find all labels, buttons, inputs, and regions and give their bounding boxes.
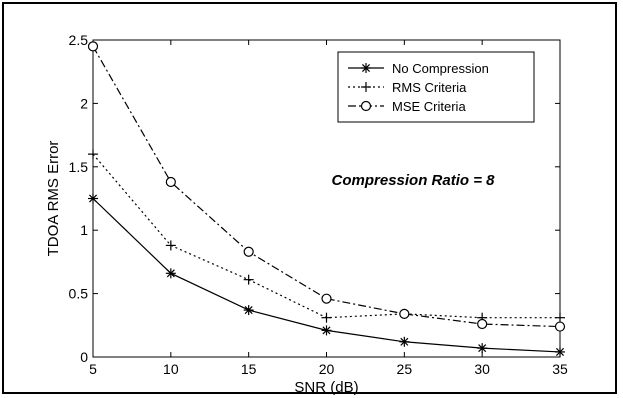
- data-point: [165, 240, 176, 251]
- legend-label: RMS Criteria: [392, 80, 467, 95]
- asterisk-stroke: [244, 306, 253, 315]
- data-point: [360, 100, 372, 112]
- series-mse-criteria: [87, 41, 566, 332]
- x-tick-label: 10: [163, 361, 179, 377]
- y-tick-label: 0.5: [69, 286, 89, 302]
- legend-entry: RMS Criteria: [348, 80, 467, 95]
- data-point: [321, 325, 332, 336]
- x-tick-label: 25: [397, 361, 413, 377]
- x-tick-label: 20: [319, 361, 335, 377]
- asterisk-stroke: [361, 63, 371, 73]
- legend-entry: MSE Criteria: [348, 99, 466, 114]
- data-point: [88, 193, 98, 204]
- compression-ratio-annotation: Compression Ratio = 8: [332, 172, 496, 189]
- legend-label: No Compression: [392, 61, 489, 76]
- data-point: [87, 41, 99, 52]
- data-point: [555, 346, 565, 357]
- data-point: [477, 318, 488, 330]
- data-point: [361, 63, 371, 73]
- asterisk-stroke: [478, 344, 487, 353]
- legend-label: MSE Criteria: [392, 99, 466, 114]
- data-point: [88, 149, 98, 160]
- data-point: [321, 293, 332, 304]
- data-point: [399, 336, 410, 347]
- x-tick-label: 30: [474, 361, 490, 377]
- series-rms-criteria: [88, 149, 565, 323]
- data-point: [361, 82, 371, 92]
- data-point: [477, 343, 488, 354]
- x-tick-label: 35: [552, 361, 568, 377]
- data-point: [554, 321, 566, 332]
- data-point: [243, 246, 254, 257]
- y-tick-label: 2: [80, 95, 88, 111]
- y-tick-label: 1: [80, 222, 88, 238]
- data-point: [243, 305, 254, 316]
- data-point: [399, 308, 410, 319]
- series-no-compression: [88, 193, 565, 357]
- data-point: [321, 312, 332, 323]
- x-tick-label: 15: [241, 361, 257, 377]
- legend-entry: No Compression: [348, 61, 489, 76]
- y-axis-label: TDOA RMS Error: [45, 141, 62, 257]
- data-point: [165, 268, 176, 279]
- legend: No Compression RMS Criteria MSE Criteria: [337, 51, 535, 123]
- asterisk-stroke: [166, 269, 175, 278]
- asterisk-stroke: [88, 194, 98, 203]
- asterisk-stroke: [322, 326, 331, 335]
- data-point: [243, 274, 254, 285]
- data-point: [165, 176, 176, 188]
- asterisk-stroke: [555, 347, 565, 356]
- y-tick-label: 0: [80, 349, 88, 365]
- x-axis-label: SNR (dB): [294, 379, 358, 396]
- y-tick-label: 2.5: [69, 32, 89, 48]
- asterisk-stroke: [400, 337, 409, 346]
- series-layer: [87, 41, 566, 357]
- y-tick-label: 1.5: [69, 159, 89, 175]
- data-point: [555, 312, 565, 323]
- x-tick-label: 5: [89, 361, 97, 377]
